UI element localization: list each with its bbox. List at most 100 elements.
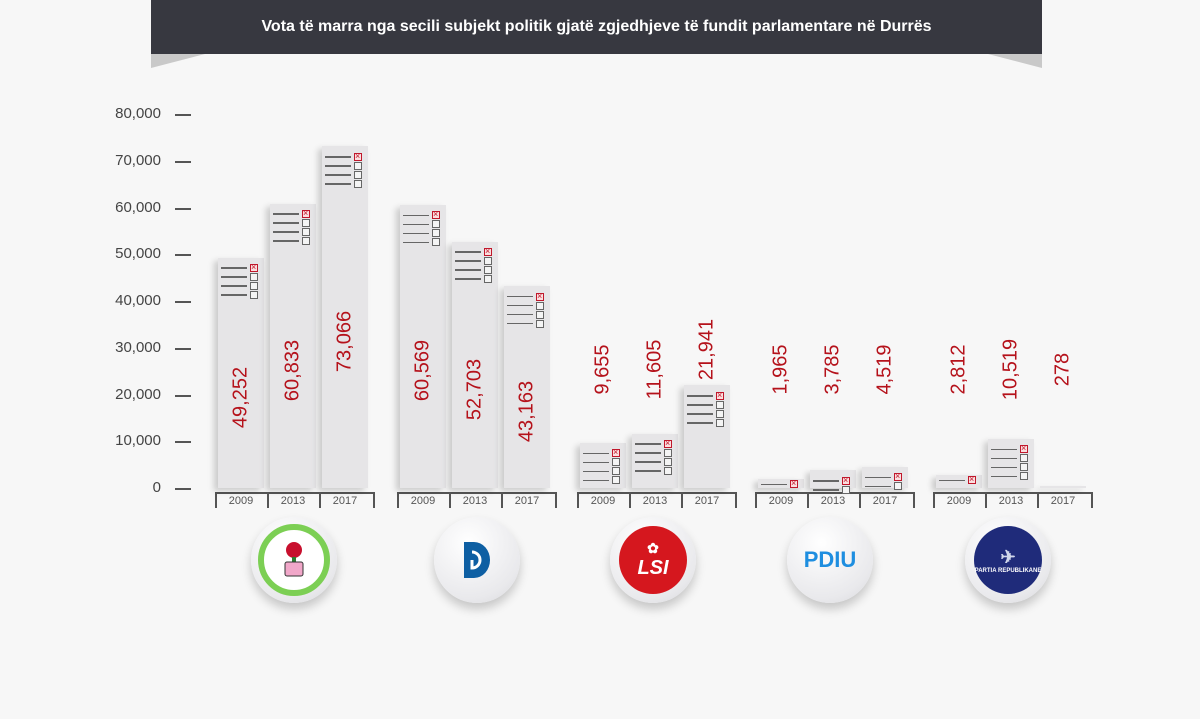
ballot-checkbox-icon <box>991 442 1028 481</box>
value-label: 43,163 <box>515 381 538 443</box>
x-tick-label: 2009 <box>946 495 972 507</box>
ballot-checkbox-icon <box>687 389 724 427</box>
x-axis-separator <box>681 492 683 508</box>
value-label: 73,066 <box>333 311 356 373</box>
x-tick-label: 2017 <box>332 495 358 507</box>
pr-label: PARTIA REPUBLIKANE <box>974 567 1042 574</box>
value-label: 21,941 <box>695 318 718 381</box>
banner-fold-right <box>988 54 1042 68</box>
x-tick-label: 2013 <box>642 495 668 507</box>
ballot-checkbox-icon <box>865 470 902 491</box>
ballot-checkbox-icon <box>583 446 620 485</box>
y-tick-mark <box>175 488 191 490</box>
x-tick-label: 2009 <box>590 495 616 507</box>
ballot-checkbox-icon <box>507 290 544 328</box>
x-axis-separator <box>985 492 987 508</box>
pdiu-label: PDIU <box>803 547 857 572</box>
x-axis-bracket <box>755 492 915 508</box>
x-tick-label: 2017 <box>872 495 898 507</box>
y-tick-label: 0 <box>152 479 161 496</box>
logo-pd <box>434 517 520 603</box>
y-tick-label: 80,000 <box>115 105 161 122</box>
x-axis-separator <box>859 492 861 508</box>
value-label: 4,519 <box>873 344 896 395</box>
lsi-label: LSI <box>637 557 669 579</box>
ballot-bar <box>580 442 626 488</box>
ballot-bar <box>758 477 804 489</box>
x-tick-label: 2013 <box>998 495 1024 507</box>
x-tick-label: 2013 <box>462 495 488 507</box>
y-tick-label: 70,000 <box>115 151 161 169</box>
y-tick-mark <box>175 301 191 303</box>
ballot-bar <box>452 241 498 488</box>
y-tick-label: 50,000 <box>115 245 161 263</box>
ballot-bar <box>988 438 1034 488</box>
x-tick-label: 2013 <box>280 495 306 507</box>
value-label: 60,833 <box>281 339 304 401</box>
y-tick-mark <box>175 114 191 116</box>
value-label: 9,655 <box>591 344 614 395</box>
x-tick-label: 2017 <box>514 495 540 507</box>
rose-fist-icon <box>258 524 330 596</box>
y-tick-label: 30,000 <box>115 338 161 356</box>
ballot-bar <box>270 203 316 488</box>
ballot-checkbox-icon <box>273 207 310 246</box>
ballot-checkbox-icon <box>455 245 492 284</box>
ballot-bar <box>632 433 678 488</box>
y-tick-label: 10,000 <box>115 432 161 450</box>
banner-fold-left <box>151 54 205 68</box>
x-axis-separator <box>449 492 451 508</box>
value-label: 11,605 <box>643 339 666 400</box>
pd-logo-icon <box>443 526 511 594</box>
value-label: 2,812 <box>947 344 970 395</box>
logo-ps <box>251 517 337 603</box>
y-tick-mark <box>175 254 191 257</box>
rose-icon: ✿ <box>647 540 659 556</box>
y-tick-label: 60,000 <box>115 198 161 216</box>
x-axis-separator <box>319 492 321 508</box>
ballot-checkbox-icon <box>813 474 850 494</box>
ballot-checkbox-icon <box>635 437 672 476</box>
x-axis-separator <box>267 492 269 508</box>
ballot-bar <box>862 466 908 491</box>
x-tick-label: 2009 <box>228 495 254 507</box>
value-label: 10,519 <box>999 338 1022 401</box>
y-tick-label: 40,000 <box>115 292 161 309</box>
x-tick-label: 2009 <box>410 495 436 507</box>
chart-title: Vota të marra nga secili subjekt politik… <box>151 0 1042 54</box>
x-axis-separator <box>501 492 503 508</box>
eagle-icon: ✈ <box>1000 546 1016 567</box>
ballot-checkbox-icon <box>325 150 362 188</box>
ballot-checkbox-icon <box>939 473 976 485</box>
value-label: 3,785 <box>821 344 844 395</box>
ballot-bar <box>504 286 550 488</box>
x-axis-bracket <box>215 492 375 508</box>
x-axis-bracket <box>933 492 1093 508</box>
y-tick-mark <box>175 160 191 163</box>
ballot-checkbox-icon <box>761 477 798 489</box>
ballot-bar <box>322 146 368 488</box>
y-tick-mark <box>175 347 191 350</box>
x-tick-label: 2009 <box>768 495 794 507</box>
y-tick-mark <box>175 394 191 397</box>
value-label: 278 <box>1051 352 1074 387</box>
ballot-bar <box>400 204 446 488</box>
value-label: 52,703 <box>463 358 486 420</box>
ballot-bar <box>810 470 856 494</box>
ballot-bar <box>684 385 730 488</box>
ballot-bar <box>936 473 982 488</box>
y-tick-label: 20,000 <box>115 385 161 403</box>
y-tick-mark <box>175 207 191 210</box>
logo-pr: ✈ PARTIA REPUBLIKANE <box>965 517 1051 603</box>
x-tick-label: 2017 <box>1050 495 1076 507</box>
ballot-bar <box>218 257 264 488</box>
ballot-bar <box>1040 486 1086 488</box>
x-tick-label: 2013 <box>820 495 846 507</box>
logo-pdiu: PDIU <box>787 517 873 603</box>
x-axis-separator <box>1037 492 1039 508</box>
y-tick-mark <box>175 441 191 444</box>
x-axis-bracket <box>577 492 737 508</box>
ballot-checkbox-icon <box>403 208 440 247</box>
ballot-checkbox-icon <box>221 261 258 300</box>
value-label: 60,569 <box>411 340 434 402</box>
